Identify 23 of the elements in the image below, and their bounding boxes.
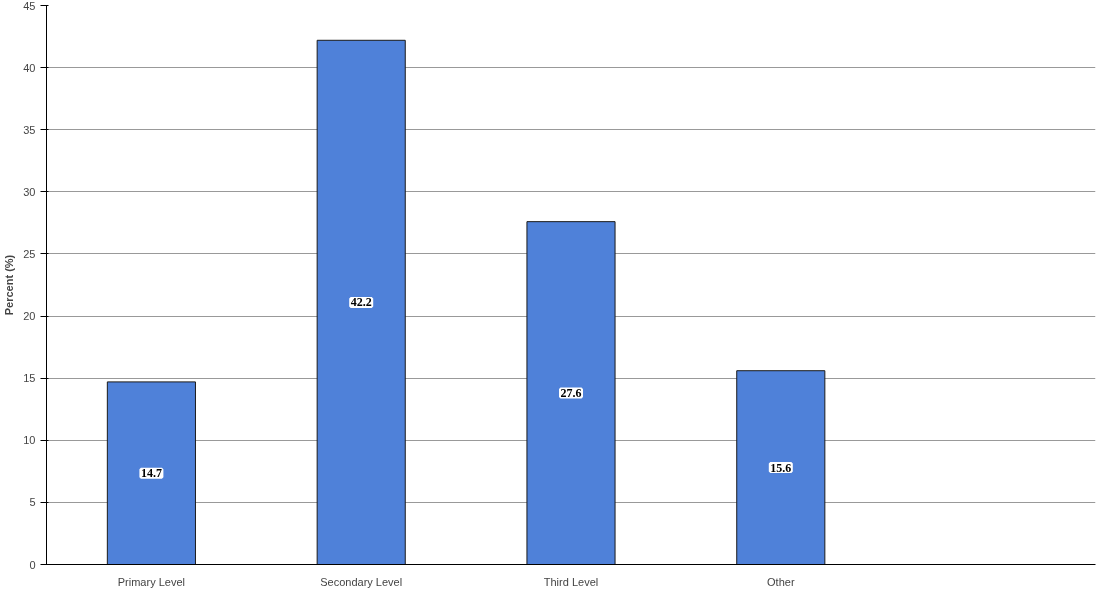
x-tick-label: Other [767, 575, 795, 588]
y-tick-label: 30 [23, 185, 36, 198]
y-tick-label: 35 [23, 123, 36, 136]
data-label: 14.7 [140, 466, 162, 481]
x-tick-label: Primary Level [117, 575, 186, 588]
y-tick-label: 0 [29, 558, 36, 571]
y-tick-label: 10 [23, 434, 36, 447]
x-tick-label: Secondary Level [320, 575, 403, 588]
bar [526, 221, 616, 565]
y-tick-label: 45 [23, 0, 36, 12]
y-tick-label: 5 [29, 496, 36, 509]
data-label: 42.2 [350, 295, 372, 310]
x-tick-label: Third Level [543, 575, 599, 588]
y-tick-label: 20 [23, 310, 36, 323]
y-axis-title: Percent (%) [3, 254, 16, 316]
y-tick-label: 40 [23, 61, 36, 74]
bar [736, 370, 826, 565]
bar [106, 381, 196, 565]
y-tick-label: 15 [23, 372, 36, 385]
bar [316, 39, 406, 565]
y-tick-label: 25 [23, 247, 36, 260]
data-label: 15.6 [770, 460, 792, 475]
data-label: 27.6 [560, 386, 582, 401]
